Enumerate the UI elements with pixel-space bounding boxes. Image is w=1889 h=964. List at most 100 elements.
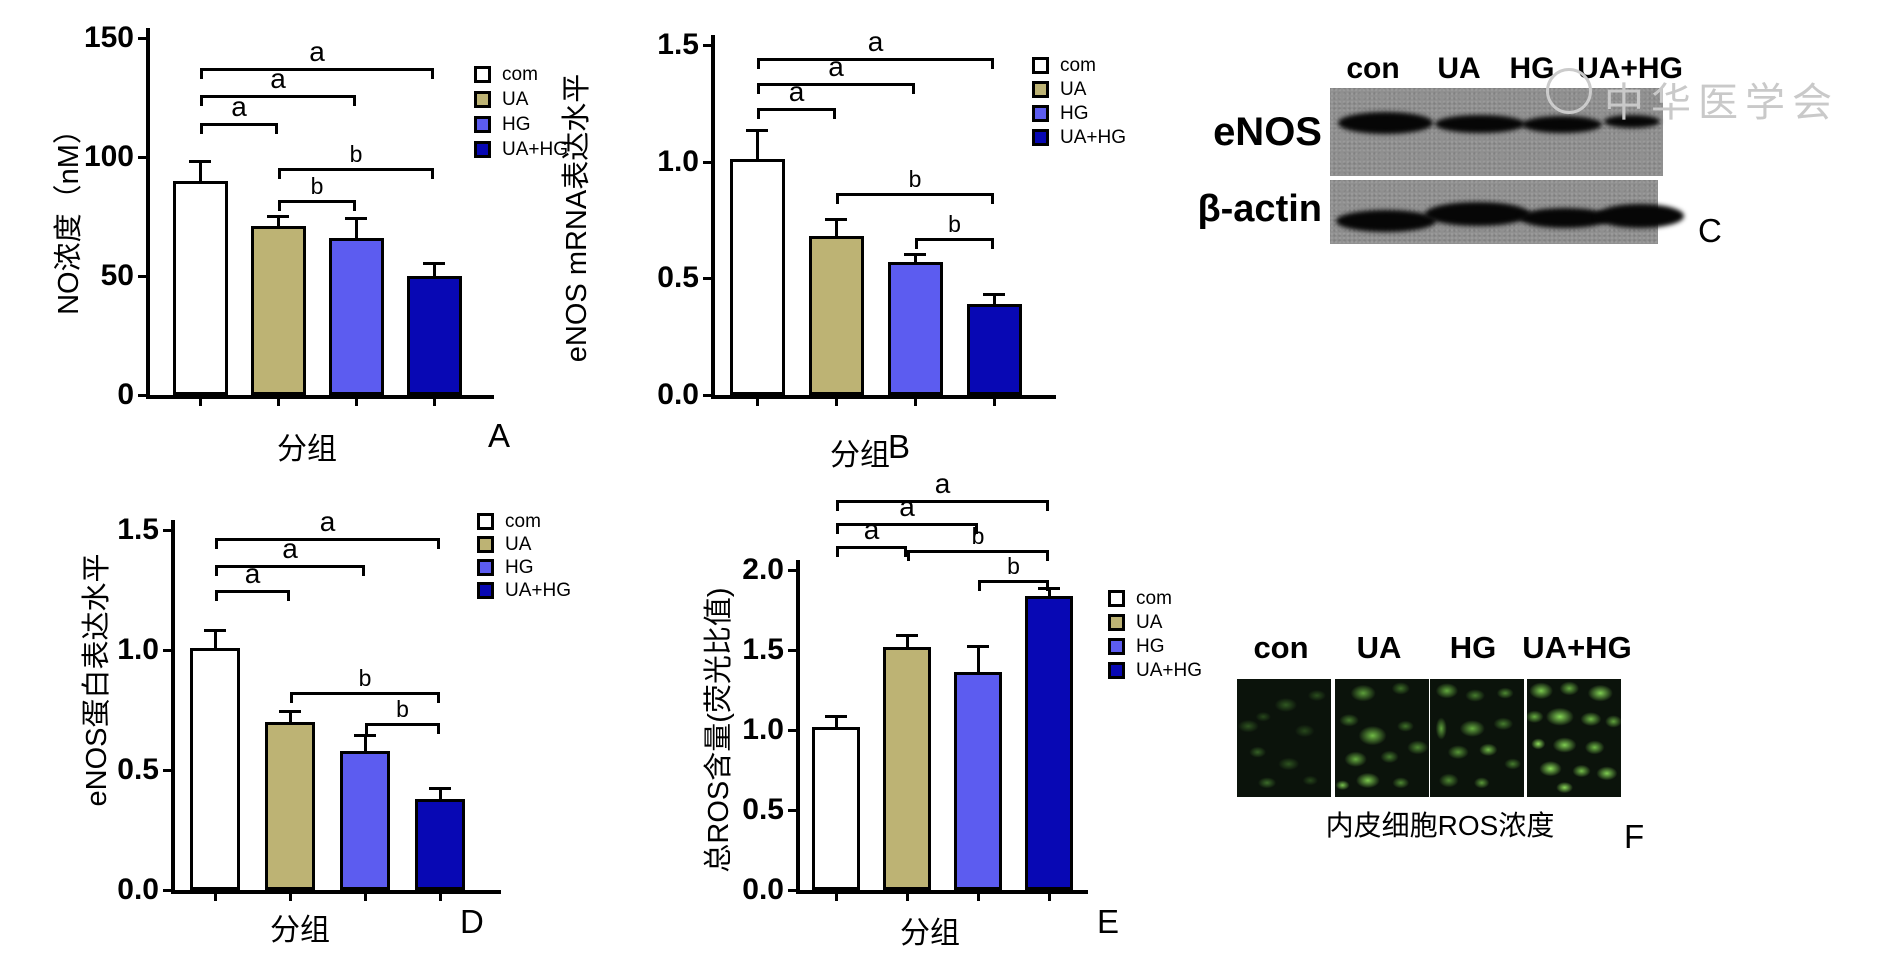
sig-label-a: a	[270, 63, 286, 94]
sig-label-a: a	[934, 468, 951, 499]
error-bar-cap	[204, 628, 226, 632]
fluor-lane-label-con: con	[1253, 630, 1309, 665]
enos-blot-image	[1330, 88, 1663, 176]
sig-bracket-a	[200, 123, 278, 134]
y-tick	[138, 275, 146, 278]
bar-UA+HG	[415, 798, 465, 890]
sig-label-b: b	[349, 141, 363, 167]
y-tick-label: 0	[117, 378, 134, 411]
watermark-text: 中华医学会	[1604, 80, 1839, 126]
x-tick	[993, 399, 996, 406]
fluor-lane-label-ua: UA	[1356, 630, 1402, 665]
y-tick	[163, 889, 171, 892]
error-bar-cap	[825, 715, 847, 719]
legend-swatch-UA+HG	[1032, 129, 1049, 146]
sig-label-b: b	[310, 173, 324, 199]
blot-lane-label-con: con	[1346, 52, 1400, 85]
y-tick-label: 0.5	[742, 793, 784, 826]
bar-com	[729, 159, 785, 395]
sig-bracket-a	[757, 58, 994, 69]
legend-label-HG: HG	[502, 114, 531, 135]
panel-letter-E: E	[1097, 903, 1120, 940]
bar-HG	[328, 237, 384, 395]
panel-letter-F: F	[1624, 818, 1645, 855]
x-axis-label: 分组	[270, 914, 330, 947]
error-bar-line	[364, 736, 367, 751]
legend-swatch-com	[1032, 57, 1049, 74]
sig-bracket-b	[978, 580, 1049, 591]
bar-HG	[954, 672, 1002, 890]
legend-label-com: com	[1136, 588, 1172, 609]
panel-letter-C: C	[1698, 212, 1722, 249]
fluorescence-image-hg	[1430, 679, 1524, 797]
sig-bracket-a	[757, 83, 915, 94]
fluor-lane-label-hg: HG	[1449, 630, 1497, 665]
error-bar-line	[277, 216, 280, 227]
legend-label-HG: HG	[1060, 103, 1089, 124]
blot-lane-label-uahg: UA+HG	[1577, 52, 1683, 85]
blot-lane-label-hg: HG	[1509, 52, 1555, 85]
sig-bracket-a	[757, 108, 836, 119]
y-tick	[163, 529, 171, 532]
y-tick-label: 1.0	[742, 713, 784, 746]
error-bar-line	[433, 264, 436, 276]
sig-label-a: a	[244, 558, 261, 589]
enos-band-ua	[1435, 115, 1525, 133]
error-bar-cap	[354, 734, 376, 738]
y-tick	[788, 889, 796, 892]
y-tick-label: 1.5	[117, 513, 159, 546]
legend-swatch-UA	[1032, 81, 1049, 98]
x-tick	[756, 399, 759, 406]
sig-label-a: a	[319, 506, 336, 537]
x-tick	[355, 399, 358, 406]
error-bar-cap	[896, 633, 918, 637]
sig-bracket-a	[836, 500, 1049, 511]
legend-swatch-UA	[474, 91, 491, 108]
y-tick	[703, 160, 711, 164]
sig-label-a: a	[867, 26, 884, 57]
legend-label-HG: HG	[505, 557, 534, 578]
sig-bracket-b	[915, 238, 994, 249]
sig-bracket-a	[200, 68, 434, 79]
bar-HG	[887, 262, 943, 395]
sig-bracket-b	[278, 200, 356, 211]
legend-swatch-HG	[474, 116, 491, 133]
fluorescence-image-con	[1237, 679, 1331, 797]
legend-label-UA: UA	[1136, 612, 1163, 633]
legend-swatch-com	[474, 66, 491, 83]
y-axis	[796, 560, 800, 890]
error-bar-line	[835, 717, 838, 727]
legend-label-UA+HG: UA+HG	[1060, 127, 1126, 148]
bar-com	[812, 726, 860, 890]
error-bar-line	[914, 255, 917, 262]
sig-bracket-a	[215, 590, 290, 601]
sig-label-b: b	[1007, 553, 1020, 579]
error-bar-line	[1048, 589, 1051, 596]
bar-HG	[340, 750, 390, 890]
sig-label-b: b	[908, 166, 922, 192]
error-bar-line	[977, 646, 980, 673]
sig-bracket-a	[836, 523, 978, 534]
x-tick	[835, 894, 838, 901]
y-tick-label: 0.5	[657, 261, 699, 295]
fluorescence-image-ua	[1335, 679, 1429, 797]
error-bar-cap	[345, 216, 367, 220]
panel-letter-B: B	[888, 428, 911, 465]
fluorescence-image-uahg	[1527, 679, 1621, 797]
legend-label-UA+HG: UA+HG	[1136, 660, 1202, 681]
sig-label-a: a	[828, 51, 844, 82]
sig-bracket-b	[836, 193, 994, 204]
blot-row-label-bactin: β-actin	[1197, 188, 1322, 230]
enos-band-con	[1338, 112, 1433, 134]
y-tick	[138, 156, 146, 159]
x-axis-label: 分组	[830, 439, 890, 472]
y-tick-label: 100	[83, 140, 134, 173]
y-tick	[138, 394, 146, 397]
error-bar-line	[439, 789, 442, 799]
